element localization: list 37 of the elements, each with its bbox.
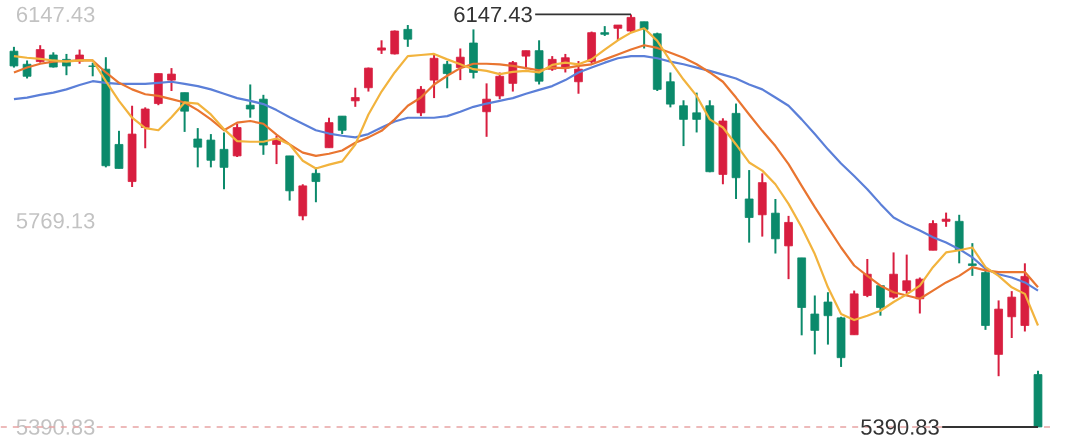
candlestick [862, 257, 872, 298]
candlestick [495, 71, 505, 100]
y-tick-label: 5769.13 [16, 212, 95, 229]
candlestick [245, 83, 255, 119]
y-tick-label: 6147.43 [17, 6, 95, 22]
candlestick [403, 23, 413, 48]
candlestick [1007, 289, 1017, 339]
candlestick [521, 49, 531, 70]
candlestick [744, 168, 754, 244]
candlestick [140, 106, 150, 150]
candlestick [876, 284, 885, 317]
candlestick [666, 71, 675, 109]
candlestick [114, 129, 124, 170]
candlestick [889, 251, 898, 300]
candlestick [968, 241, 977, 277]
candlestick [902, 253, 912, 295]
annotation: 6147.43 [454, 6, 532, 22]
candlestick [9, 45, 19, 69]
candlestick [350, 86, 360, 108]
candlestick [784, 214, 793, 280]
candlestick [442, 59, 452, 90]
candlestick [193, 126, 203, 169]
candlestick [429, 53, 439, 99]
candlestick [167, 66, 176, 92]
candlestick [823, 291, 833, 346]
candlestick [206, 132, 216, 169]
candlestick [692, 91, 701, 134]
candlestick [390, 29, 400, 56]
candlestick [810, 294, 820, 356]
candlestick [679, 99, 688, 147]
candlestick [272, 134, 281, 165]
candlestick [311, 166, 321, 204]
candlestick [639, 20, 649, 50]
candlestick [364, 66, 373, 93]
annotation: 5390.83 [861, 419, 939, 435]
y-tick-label: 5390.83 [16, 419, 95, 435]
candlestick [219, 131, 229, 190]
